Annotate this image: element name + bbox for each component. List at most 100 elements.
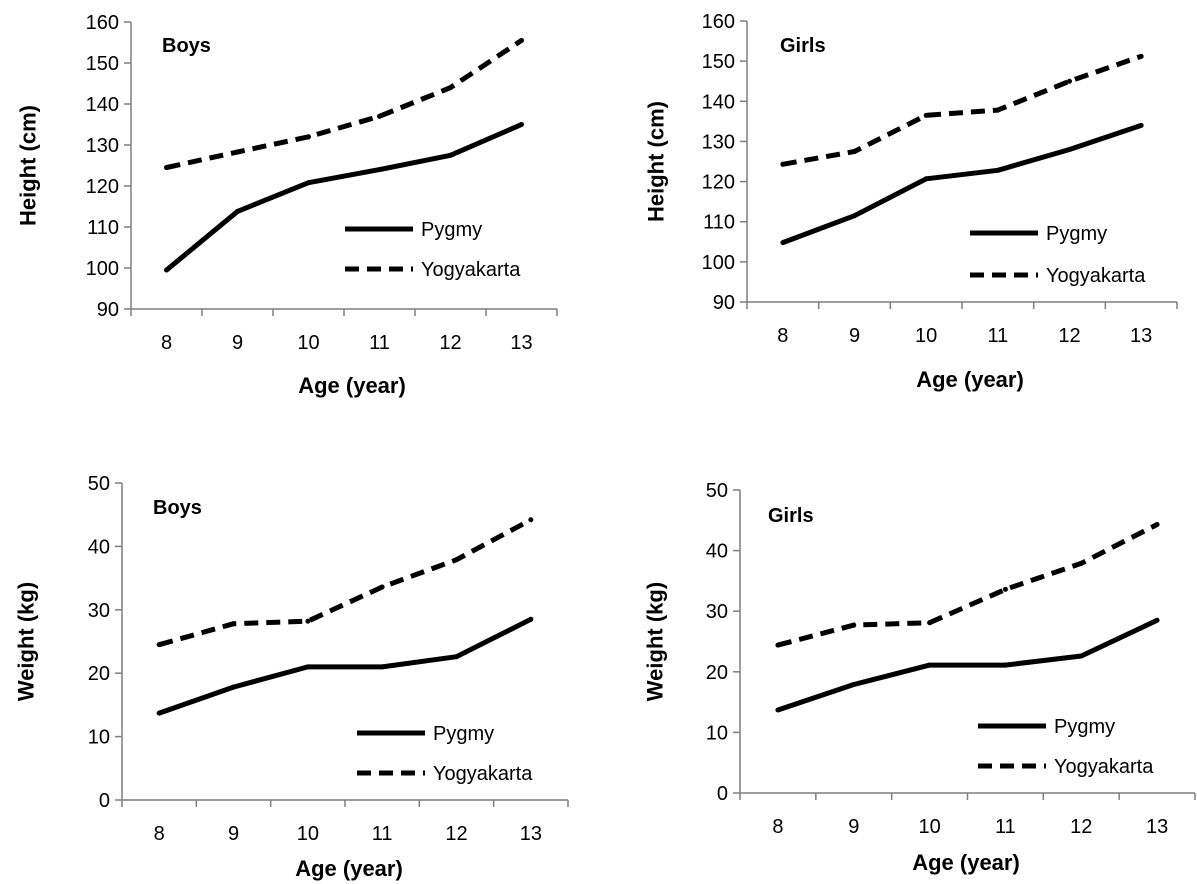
y-tick-label: 50 — [88, 473, 110, 495]
x-axis-title: Age (year) — [916, 367, 1024, 392]
series-line-yogyakarta — [159, 520, 531, 645]
y-tick-label: 30 — [88, 600, 110, 622]
data-point-yogyakarta — [1003, 587, 1008, 592]
data-point-pygmy — [305, 664, 310, 669]
y-tick-label: 10 — [88, 727, 110, 749]
data-point-yogyakarta — [924, 113, 929, 118]
x-tick-label: 9 — [849, 325, 860, 347]
x-axis-title: Age (year) — [912, 850, 1020, 875]
y-tick-label: 120 — [86, 176, 119, 198]
data-point-yogyakarta — [519, 38, 524, 43]
data-point-pygmy — [995, 168, 1000, 173]
legend: Pygmy Yogyakarta — [970, 223, 1146, 287]
x-tick-label: 10 — [918, 816, 940, 838]
data-point-pygmy — [306, 180, 311, 185]
data-point-yogyakarta — [927, 620, 932, 625]
data-point-yogyakarta — [380, 584, 385, 589]
data-point-yogyakarta — [775, 643, 780, 648]
x-tick-label: 11 — [369, 332, 390, 354]
y-tick-label: 10 — [706, 722, 728, 744]
data-point-pygmy — [780, 240, 785, 245]
x-tick-label: 13 — [510, 332, 532, 354]
x-tick-label: 12 — [1070, 816, 1092, 838]
legend: Pygmy Yogyakarta — [345, 219, 521, 281]
legend-label-pygmy: Pygmy — [433, 723, 494, 745]
x-tick-label: 13 — [520, 823, 542, 845]
data-point-pygmy — [448, 153, 453, 158]
y-tick-label: 40 — [706, 541, 728, 563]
x-tick-label: 8 — [777, 325, 788, 347]
series-line-pygmy — [778, 620, 1157, 710]
legend: Pygmy Yogyakarta — [978, 716, 1154, 778]
panel-title: Boys — [162, 35, 211, 57]
data-point-yogyakarta — [852, 149, 857, 154]
x-tick-label: 11 — [995, 816, 1016, 838]
y-tick-label: 30 — [706, 601, 728, 623]
y-axis-title: Weight (kg) — [643, 582, 668, 701]
y-tick-label: 110 — [703, 212, 735, 234]
y-tick-label: 130 — [86, 135, 119, 157]
data-point-pygmy — [528, 617, 533, 622]
x-tick-label: 9 — [232, 332, 243, 354]
legend-label-yogyakarta: Yogyakarta — [1054, 756, 1154, 778]
data-point-pygmy — [1139, 123, 1144, 128]
legend-label-pygmy: Pygmy — [1046, 223, 1107, 245]
x-tick-label: 8 — [154, 823, 165, 845]
legend-label-yogyakarta: Yogyakarta — [433, 763, 533, 785]
data-point-yogyakarta — [995, 108, 1000, 113]
data-point-pygmy — [519, 122, 524, 127]
y-tick-label: 40 — [88, 536, 110, 558]
series-line-pygmy — [159, 619, 531, 713]
legend: Pygmy Yogyakarta — [357, 723, 533, 785]
y-tick-label: 20 — [706, 662, 728, 684]
y-tick-label: 0 — [99, 790, 110, 812]
legend-label-yogyakarta: Yogyakarta — [421, 259, 521, 281]
x-tick-label: 10 — [915, 325, 937, 347]
data-point-yogyakarta — [1155, 522, 1160, 527]
legend-label-pygmy: Pygmy — [421, 219, 482, 241]
y-tick-label: 100 — [702, 252, 735, 274]
data-point-pygmy — [1155, 618, 1160, 623]
panel-title: Girls — [780, 35, 826, 57]
data-point-yogyakarta — [851, 623, 856, 628]
y-tick-label: 50 — [706, 480, 728, 502]
y-tick-label: 100 — [86, 258, 119, 280]
legend-label-pygmy: Pygmy — [1054, 716, 1115, 738]
x-tick-label: 9 — [228, 823, 239, 845]
data-point-pygmy — [164, 268, 169, 273]
y-tick-label: 20 — [88, 663, 110, 685]
x-tick-label: 8 — [772, 816, 783, 838]
data-point-yogyakarta — [306, 134, 311, 139]
y-tick-label: 150 — [86, 53, 119, 75]
data-point-pygmy — [454, 654, 459, 659]
legend-label-yogyakarta: Yogyakarta — [1046, 265, 1146, 287]
x-tick-label: 13 — [1130, 325, 1152, 347]
series-line-yogyakarta — [783, 56, 1141, 164]
data-point-yogyakarta — [231, 621, 236, 626]
data-point-yogyakarta — [448, 85, 453, 90]
y-tick-label: 140 — [702, 91, 735, 113]
y-tick-label: 130 — [702, 131, 735, 153]
chart-panel-4: 0 10 20 30 40 50 8 9 10 11 12 13 Age (year) Weight (k… — [643, 480, 1195, 875]
data-point-pygmy — [1067, 147, 1072, 152]
chart-panel-1: 90 100 110 120 130 140 150 160 8 9 10 11 12 13 Age (ye… — [16, 12, 557, 398]
y-tick-label: 150 — [702, 51, 735, 73]
chart-panel-3: 0 10 20 30 40 50 8 9 10 11 12 13 Age (year) Weight (k… — [14, 473, 568, 881]
data-point-pygmy — [1003, 663, 1008, 668]
data-point-pygmy — [924, 176, 929, 181]
y-tick-label: 90 — [713, 292, 735, 314]
x-tick-label: 10 — [297, 332, 319, 354]
data-point-yogyakarta — [1067, 79, 1072, 84]
x-tick-label: 10 — [297, 823, 319, 845]
x-tick-label: 12 — [445, 823, 467, 845]
data-point-pygmy — [231, 685, 236, 690]
x-axis-title: Age (year) — [295, 856, 403, 881]
data-point-yogyakarta — [157, 642, 162, 647]
x-tick-label: 11 — [372, 823, 393, 845]
series-line-yogyakarta — [778, 525, 1157, 646]
data-point-pygmy — [157, 711, 162, 716]
panel-title: Girls — [768, 505, 814, 527]
data-point-pygmy — [380, 664, 385, 669]
y-tick-label: 160 — [702, 11, 735, 33]
